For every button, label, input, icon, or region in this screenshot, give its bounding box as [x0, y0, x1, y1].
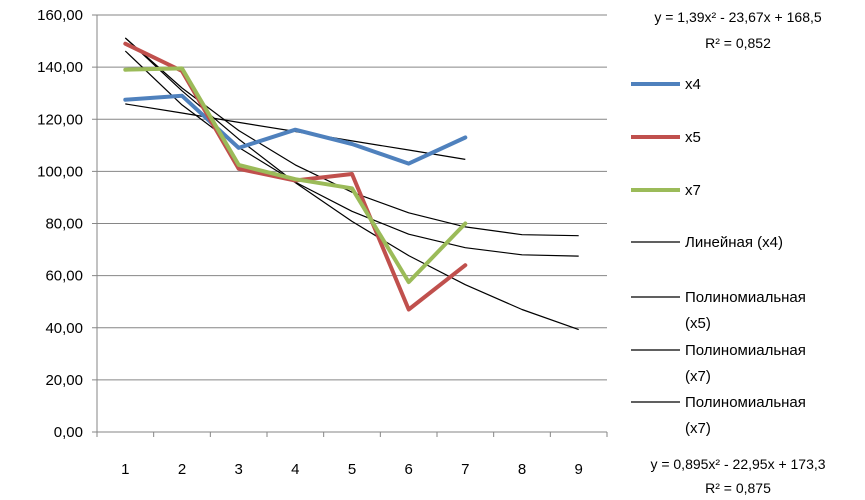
x-axis-tick-labels: 1 2 3 4 5 6 7 8 9 — [121, 461, 583, 478]
x-tick-label: 9 — [574, 461, 582, 478]
x-tick-label: 1 — [121, 461, 129, 478]
x-tick-label: 5 — [348, 461, 356, 478]
series-line-x7 — [123, 66, 468, 285]
y-tick-label: 140,00 — [37, 59, 83, 76]
y-tick-label: 100,00 — [37, 163, 83, 180]
equation-bottom: y = 0,895x² - 22,95x + 173,3 — [650, 456, 825, 472]
equation-top: y = 1,39x² - 23,67x + 168,5 — [654, 9, 822, 25]
y-tick-label: 20,00 — [45, 372, 83, 389]
r-squared-bottom: R² = 0,875 — [705, 480, 771, 496]
trendlines — [124, 37, 579, 331]
legend-label: Полиномиальная — [685, 289, 806, 306]
legend-label: x7 — [685, 182, 701, 199]
legend: x4 x5 x7 Линейная (x4) Полиномиальная (x5) Пол… — [631, 76, 806, 437]
trendline-3 — [124, 50, 579, 257]
x-tick-label: 3 — [234, 461, 242, 478]
r-squared-top: R² = 0,852 — [705, 35, 771, 51]
y-tick-label: 80,00 — [45, 216, 83, 233]
legend-label: x4 — [685, 76, 701, 93]
x-tick-label: 4 — [291, 461, 299, 478]
y-tick-label: 60,00 — [45, 268, 83, 285]
series-line-x4 — [123, 93, 468, 166]
trendline-4 — [124, 37, 579, 331]
legend-label: x5 — [685, 129, 701, 146]
x-tick-label: 2 — [178, 461, 186, 478]
y-axis-tick-labels: 0,00 20,00 40,00 60,00 80,00 100,00 120,00 140,… — [37, 7, 83, 441]
data-series — [123, 41, 468, 312]
x-tick-label: 7 — [461, 461, 469, 478]
y-tick-label: 120,00 — [37, 111, 83, 128]
axes — [92, 14, 608, 437]
x-tick-label: 8 — [518, 461, 526, 478]
legend-label: Полиномиальная — [685, 342, 806, 359]
y-tick-label: 0,00 — [54, 424, 83, 441]
legend-label: (x7) — [685, 368, 711, 385]
x-tick-label: 6 — [404, 461, 412, 478]
legend-label: (x7) — [685, 420, 711, 437]
legend-label: (x5) — [685, 315, 711, 332]
y-tick-label: 160,00 — [37, 7, 83, 24]
legend-label: Полиномиальная — [685, 394, 806, 411]
legend-label: Линейная (x4) — [685, 234, 783, 251]
y-tick-label: 40,00 — [45, 320, 83, 337]
